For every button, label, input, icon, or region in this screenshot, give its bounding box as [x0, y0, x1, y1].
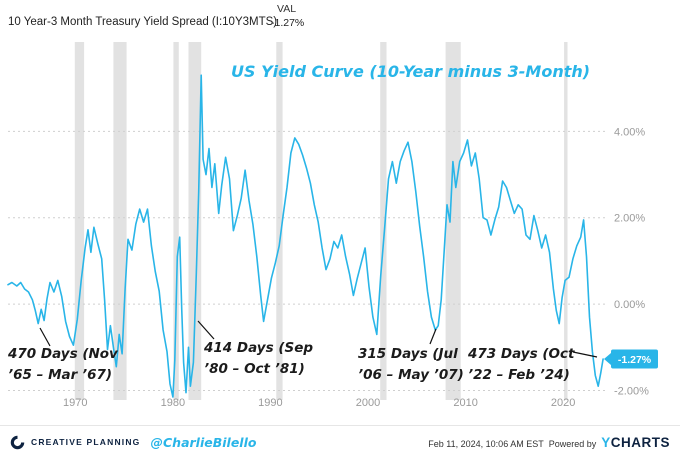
annotation-pointer	[197, 320, 215, 340]
y-axis-label: 4.00%	[614, 126, 645, 138]
y-axis-label: -2.00%	[614, 386, 649, 398]
y-axis-label: 2.00%	[614, 213, 645, 225]
annotation-text: ’80 – Oct ’81)	[204, 361, 305, 377]
last-value-badge	[611, 349, 658, 369]
val-column-label: VAL	[277, 3, 297, 15]
annotation-text: 473 Days (Oct	[467, 346, 575, 362]
val-current-value: -1.27%	[271, 17, 305, 29]
x-axis-label: 2020	[551, 397, 575, 409]
annotation-text: 414 Days (Sep	[203, 340, 313, 356]
annotation-text: 315 Days (Jul	[358, 346, 458, 362]
footer-left: CREATIVE PLANNING @CharlieBilello	[10, 435, 256, 450]
ycharts-logo-charts: CHARTS	[610, 434, 670, 450]
footer-bar: CREATIVE PLANNING @CharlieBilello Feb 11…	[0, 425, 680, 458]
x-axis-label: 1990	[258, 397, 282, 409]
x-axis-label: 2000	[356, 397, 380, 409]
annotation-text: ’22 – Feb ’24)	[468, 367, 570, 383]
spread-line	[7, 74, 604, 398]
footer-right: Feb 11, 2024, 10:06 AM EST Powered by YC…	[428, 435, 670, 450]
brand-name: CREATIVE PLANNING	[31, 437, 141, 447]
ycharts-logo-y: Y	[601, 434, 611, 450]
creative-planning-logo-icon	[10, 435, 25, 449]
yield-spread-chart: 4.00% 2.00% 0.00% -2.00% 1970 1980 1990 2000 201…	[7, 42, 658, 409]
annotation-pointer	[572, 351, 598, 358]
recession-band	[564, 42, 568, 400]
x-axis-label: 1980	[161, 397, 185, 409]
annotation-text: ’06 – May ’07)	[358, 367, 464, 383]
chart-title: US Yield Curve (10-Year minus 3-Month)	[231, 62, 591, 81]
annotation-text: 470 Days (Nov	[7, 346, 119, 362]
timestamp: Feb 11, 2024, 10:06 AM EST	[428, 438, 544, 449]
recession-band	[173, 42, 179, 400]
y-axis-label: 0.00%	[614, 299, 645, 311]
last-value-badge-text: -1.27%	[618, 354, 652, 366]
powered-by-label: Powered by	[548, 438, 597, 449]
x-axis-label: 2010	[453, 397, 477, 409]
annotation-pointer	[429, 328, 437, 345]
annotation-pointer	[39, 327, 51, 347]
twitter-handle[interactable]: @CharlieBilello	[150, 434, 257, 450]
ycharts-logo[interactable]: YCHARTS	[601, 435, 670, 450]
x-axis-label: 1970	[63, 397, 87, 409]
recession-band	[380, 42, 387, 400]
annotation-text: ’65 – Mar ’67)	[8, 367, 112, 383]
recession-band	[276, 42, 283, 400]
badge-arrow	[604, 352, 611, 365]
page-title: 10 Year-3 Month Treasury Yield Spread (I…	[8, 16, 278, 28]
recession-band	[188, 42, 202, 400]
recession-band	[74, 42, 85, 400]
